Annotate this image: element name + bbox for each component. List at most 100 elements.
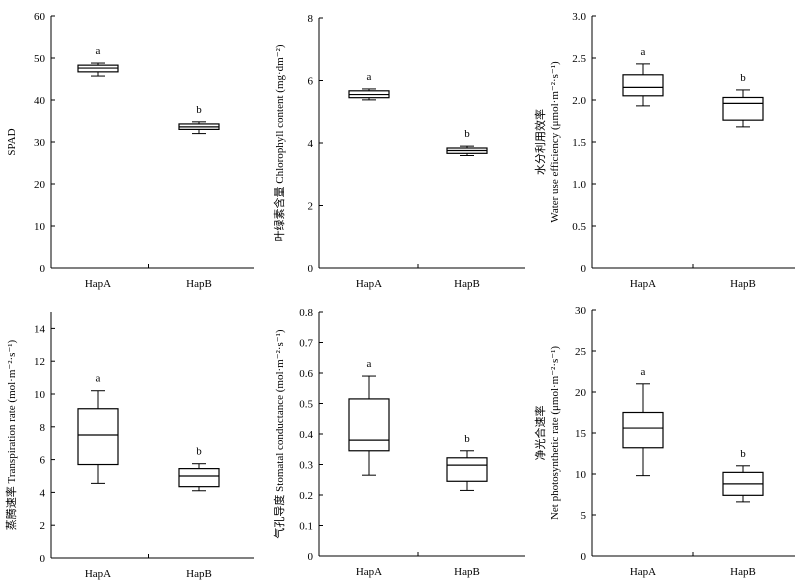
y-axis-title: 蒸腾速率 Transpiration rate (mol·m⁻²·s⁻¹) (4, 339, 18, 530)
significance-label: b (196, 104, 202, 116)
iqr-box (77, 408, 119, 466)
y-tick-label: 20 (575, 387, 587, 399)
y-tick-label: 2 (40, 520, 46, 532)
iqr-box (178, 468, 220, 488)
y-tick-label: 0.1 (299, 521, 313, 533)
y-tick-label: 0 (581, 263, 587, 275)
significance-label: b (464, 128, 470, 140)
y-tick-label: 0 (40, 553, 46, 565)
chart-panel-6: 0 5 10 15 20 25 30 HapA HapB 净光合速率 Net photosynthe… (533, 305, 795, 578)
x-category-label: HapA (85, 278, 111, 290)
chart-panel-5: 0 0.1 0.2 0.3 0.4 0.5 0.6 0.7 0.8 HapA HapB 气孔导度 St… (272, 307, 525, 578)
y-tick-label: 10 (575, 469, 587, 481)
y-tick-label: 5 (581, 510, 587, 522)
x-category-label: HapB (730, 566, 756, 578)
y-tick-label: 50 (34, 53, 46, 65)
iqr-box (348, 398, 390, 452)
y-axis-title: 叶绿素含量 Chlorophyll content (mg·dm⁻²) (272, 44, 286, 241)
significance-label: a (367, 358, 372, 370)
y-tick-label: 1.5 (572, 137, 586, 149)
y-tick-label: 10 (34, 389, 46, 401)
box-hapb: b (178, 104, 220, 135)
y-tick-label: 0.5 (572, 221, 586, 233)
y-tick-label: 0.6 (299, 368, 313, 380)
x-category-label: HapB (730, 278, 756, 290)
y-tick-label: 30 (575, 305, 587, 317)
x-category-label: HapB (454, 278, 480, 290)
y-axis-title: SPAD (6, 128, 18, 155)
y-tick-label: 2.0 (572, 95, 586, 107)
y-tick-label: 30 (34, 137, 46, 149)
x-category-label: HapA (85, 568, 111, 580)
y-tick-label: 10 (34, 221, 46, 233)
y-tick-label: 15 (575, 428, 587, 440)
significance-label: b (464, 433, 470, 445)
significance-label: b (740, 448, 746, 460)
y-tick-label: 6 (40, 455, 46, 467)
y-tick-label: 0.3 (299, 460, 313, 472)
significance-label: a (96, 45, 101, 57)
iqr-box (622, 74, 664, 97)
significance-label: a (641, 366, 646, 378)
iqr-box (446, 457, 488, 482)
significance-label: a (367, 71, 372, 83)
box-hapb: b (178, 446, 220, 492)
y-tick-label: 60 (34, 11, 46, 23)
box-hapa: a (77, 373, 119, 484)
x-category-label: HapB (454, 566, 480, 578)
box-hapa: a (348, 358, 390, 476)
chart-panel-4: 0 2 4 6 8 10 12 14 HapA HapB 蒸腾速率 Transpiration ra… (4, 312, 254, 580)
chart-panel-2: 0 2 4 6 8 HapA HapB 叶绿素含量 Chlorophyll content (… (272, 13, 525, 290)
chart-panel-3: 0 0.5 1.0 1.5 2.0 2.5 3.0 HapA HapB 水分利用效率 Water u… (533, 11, 795, 290)
y-tick-label: 25 (575, 346, 587, 358)
y-tick-label: 14 (34, 323, 46, 335)
y-tick-label: 0 (581, 551, 587, 563)
box-hapa: a (622, 366, 664, 477)
y-tick-label: 2 (308, 201, 314, 213)
y-tick-label: 0.2 (299, 490, 313, 502)
y-axis-title-cn: 水分利用效率 (533, 109, 547, 175)
y-tick-label: 4 (308, 138, 314, 150)
y-tick-label: 20 (34, 179, 46, 191)
y-tick-label: 40 (34, 95, 46, 107)
y-tick-label: 1.0 (572, 179, 586, 191)
box-hapa: a (77, 45, 119, 77)
y-tick-label: 4 (40, 487, 46, 499)
box-hapa: a (622, 46, 664, 107)
significance-label: a (641, 46, 646, 58)
x-category-label: HapA (356, 566, 382, 578)
y-axis-title: Net photosynthetic rate (μmol·m⁻²·s⁻¹) (549, 346, 561, 520)
x-category-label: HapA (356, 278, 382, 290)
x-category-label: HapB (186, 568, 212, 580)
y-axis-title: 气孔导度 Stomatal conductance (mol·m⁻²·s⁻¹) (272, 329, 286, 538)
y-tick-label: 8 (308, 13, 314, 25)
significance-label: a (96, 373, 101, 385)
significance-label: b (196, 446, 202, 458)
significance-label: b (740, 72, 746, 84)
chart-panel-1: 0 10 20 30 40 50 60 HapA HapB SPAD a b (6, 11, 254, 290)
y-tick-label: 3.0 (572, 11, 586, 23)
box-hapa: a (348, 71, 390, 101)
x-category-label: HapB (186, 278, 212, 290)
iqr-box (622, 411, 664, 449)
box-hapb: b (722, 448, 764, 503)
box-hapb: b (446, 433, 488, 491)
y-tick-label: 2.5 (572, 53, 586, 65)
y-tick-label: 0.5 (299, 399, 313, 411)
y-tick-label: 0 (308, 263, 314, 275)
x-category-label: HapA (630, 566, 656, 578)
x-category-label: HapA (630, 278, 656, 290)
y-tick-label: 0 (40, 263, 46, 275)
y-axis-title-cn: 净光合速率 (533, 406, 547, 461)
y-tick-label: 0.7 (299, 338, 313, 350)
y-tick-label: 8 (40, 422, 46, 434)
y-tick-label: 0.4 (299, 429, 313, 441)
y-tick-label: 0 (308, 551, 314, 563)
iqr-box (722, 96, 764, 121)
box-hapb: b (446, 128, 488, 156)
y-tick-label: 6 (308, 76, 314, 88)
y-tick-label: 12 (34, 356, 45, 368)
y-tick-label: 0.8 (299, 307, 313, 319)
box-hapb: b (722, 72, 764, 128)
